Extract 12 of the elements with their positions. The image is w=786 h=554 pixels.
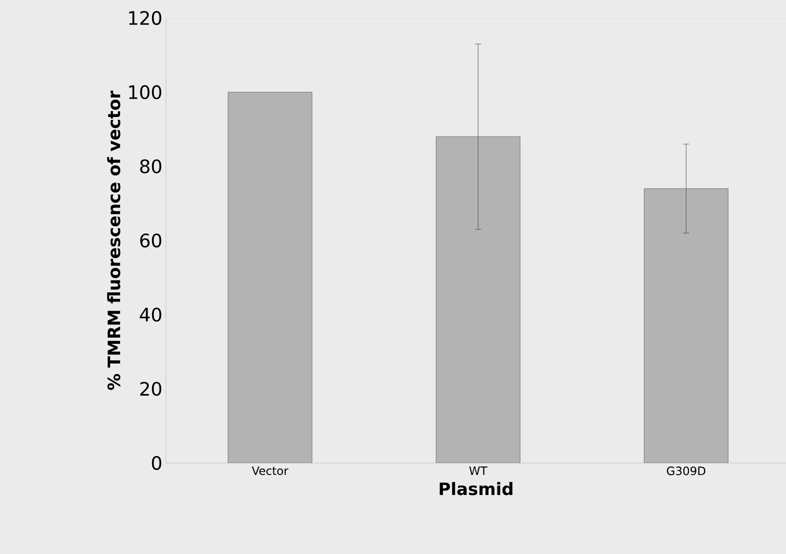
x-tick-label: Vector <box>252 466 288 476</box>
y-tick-label: 0 <box>152 456 162 470</box>
y-axis-title: % TMRM fluorescence of vector <box>107 90 120 390</box>
y-tick-label: 120 <box>129 10 162 25</box>
y-tick-label: 80 <box>140 159 162 174</box>
y-tick-label: 60 <box>140 234 162 248</box>
x-tick-label: G309D <box>666 466 706 476</box>
x-tick-label: WT <box>469 466 488 475</box>
x-axis-title: Plasmid <box>440 482 512 496</box>
y-tick-label: 40 <box>140 308 162 322</box>
y-tick-label: 100 <box>129 85 162 100</box>
y-tick-label: 20 <box>140 382 162 396</box>
